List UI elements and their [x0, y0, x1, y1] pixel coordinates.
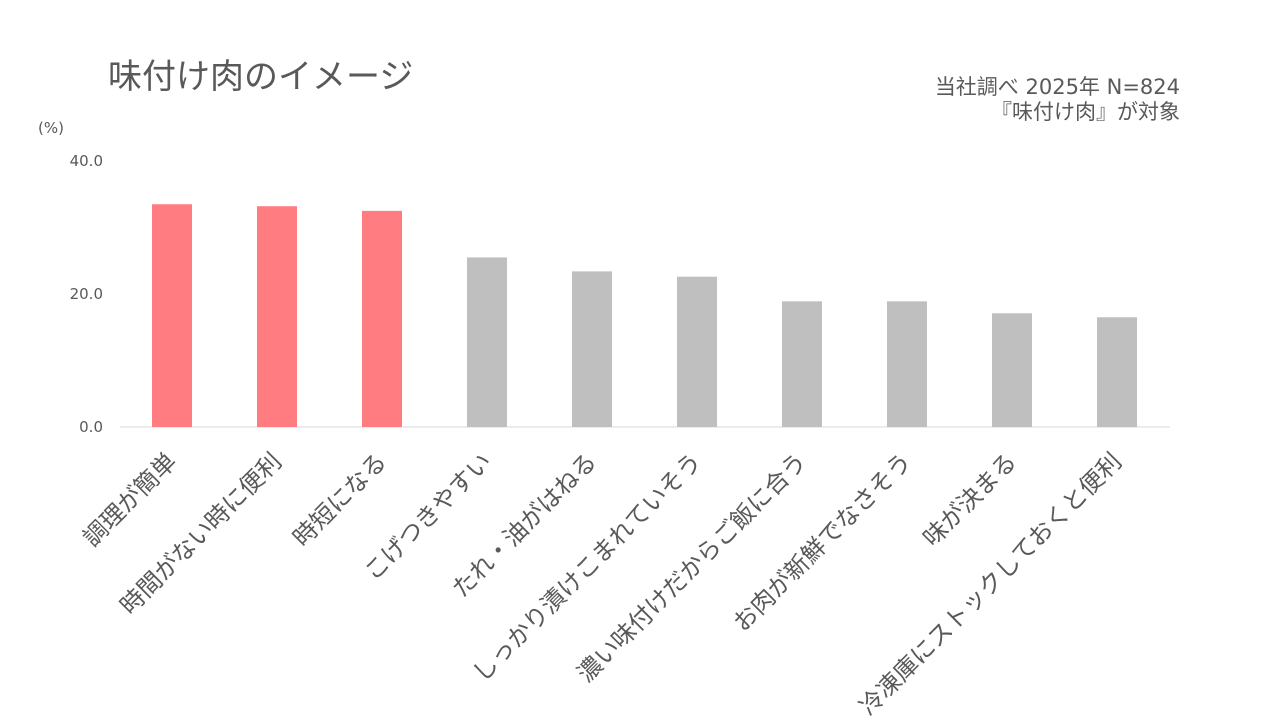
chart-note-source: 当社調べ 2025年 N=824	[935, 75, 1180, 99]
bar	[992, 313, 1032, 427]
category-label: 調理が簡単	[78, 447, 183, 552]
bar	[467, 257, 507, 427]
bar	[257, 206, 297, 427]
y-tick-label: 0.0	[79, 418, 103, 436]
y-axis-unit: (%)	[38, 119, 64, 137]
bar	[152, 204, 192, 427]
bar	[1097, 317, 1137, 427]
bar	[572, 271, 612, 427]
chart-title: 味付け肉のイメージ	[108, 57, 413, 97]
bar-group	[152, 204, 1137, 427]
category-label: 時短になる	[288, 447, 393, 552]
bar	[362, 210, 402, 427]
bar	[677, 276, 717, 427]
y-axis-ticks: 0.0 20.0 40.0	[70, 152, 103, 436]
category-label: お肉が新鮮でなさそう	[728, 447, 918, 637]
bar	[887, 301, 927, 427]
y-tick-label: 40.0	[70, 152, 103, 170]
y-tick-label: 20.0	[70, 285, 103, 303]
bar	[782, 301, 822, 427]
category-label: 味が決まる	[918, 447, 1023, 552]
chart-note-target: 『味付け肉』が対象	[991, 100, 1180, 124]
